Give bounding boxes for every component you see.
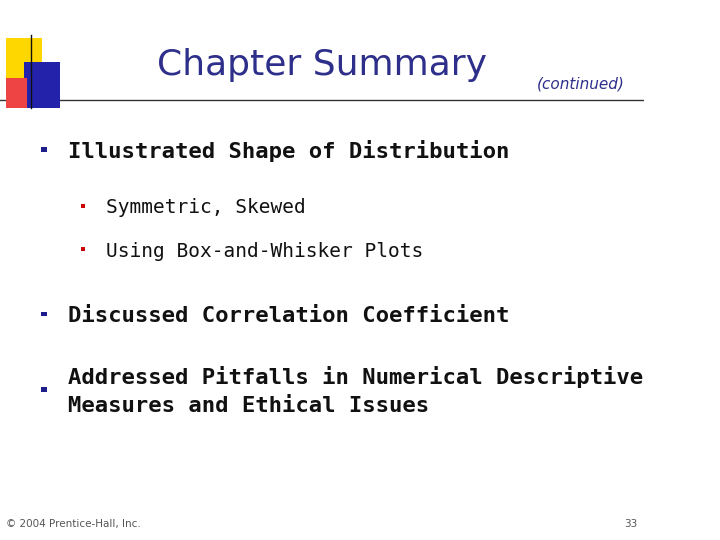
- Bar: [41, 312, 47, 316]
- Text: © 2004 Prentice-Hall, Inc.: © 2004 Prentice-Hall, Inc.: [6, 519, 141, 529]
- Text: Illustrated Shape of Distribution: Illustrated Shape of Distribution: [68, 140, 509, 162]
- Bar: [6, 78, 27, 108]
- Bar: [6, 38, 42, 84]
- Text: Discussed Correlation Coefficient: Discussed Correlation Coefficient: [68, 306, 509, 326]
- Bar: [24, 62, 60, 108]
- Text: Using Box-and-Whisker Plots: Using Box-and-Whisker Plots: [107, 241, 423, 261]
- Bar: [41, 387, 47, 392]
- Text: Chapter Summary: Chapter Summary: [157, 48, 487, 82]
- Bar: [41, 147, 47, 152]
- Text: (continued): (continued): [537, 76, 625, 91]
- Bar: [81, 204, 86, 208]
- Text: Symmetric, Skewed: Symmetric, Skewed: [107, 198, 306, 218]
- Text: 33: 33: [624, 519, 638, 529]
- Text: Addressed Pitfalls in Numerical Descriptive
Measures and Ethical Issues: Addressed Pitfalls in Numerical Descript…: [68, 367, 643, 416]
- Bar: [81, 247, 86, 251]
